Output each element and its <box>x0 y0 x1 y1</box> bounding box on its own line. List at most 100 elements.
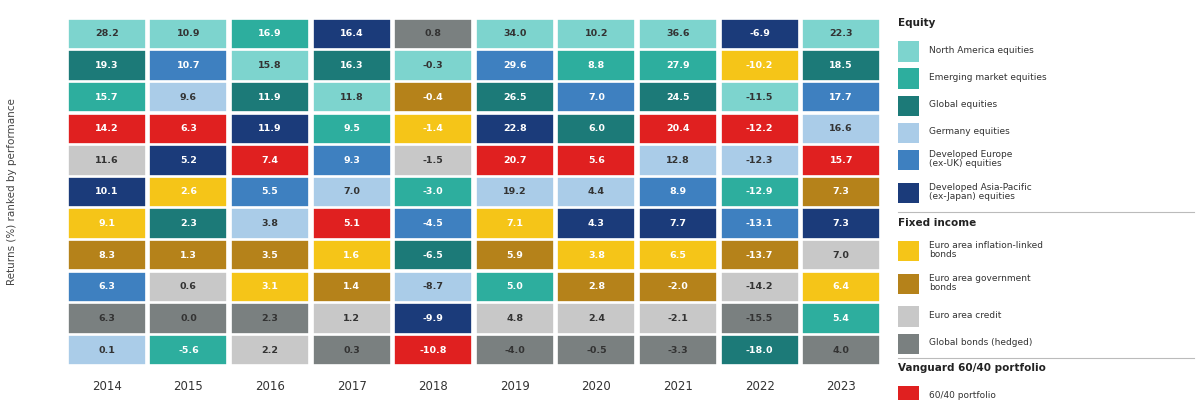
Text: -6.5: -6.5 <box>422 251 444 260</box>
Text: -18.0: -18.0 <box>746 346 773 355</box>
Text: -8.7: -8.7 <box>422 282 444 292</box>
Text: 10.2: 10.2 <box>584 29 608 38</box>
Text: 9.3: 9.3 <box>343 156 360 165</box>
Text: 5.1: 5.1 <box>343 219 360 228</box>
Text: 2018: 2018 <box>419 380 448 393</box>
Text: 3.8: 3.8 <box>262 219 278 228</box>
Text: 2014: 2014 <box>92 380 121 393</box>
Text: 10.7: 10.7 <box>176 61 200 70</box>
Text: Developed Asia-Pacific: Developed Asia-Pacific <box>929 183 1032 192</box>
Text: 4.3: 4.3 <box>588 219 605 228</box>
Text: Euro area credit: Euro area credit <box>929 311 1001 320</box>
Text: -15.5: -15.5 <box>746 314 773 323</box>
Text: 12.8: 12.8 <box>666 156 690 165</box>
Text: 2.2: 2.2 <box>262 346 278 355</box>
Text: 2022: 2022 <box>745 380 774 393</box>
Text: 16.3: 16.3 <box>340 61 364 70</box>
Text: 22.3: 22.3 <box>829 29 853 38</box>
Text: -13.1: -13.1 <box>746 219 773 228</box>
Text: -10.8: -10.8 <box>420 346 446 355</box>
Text: -6.9: -6.9 <box>749 29 770 38</box>
Text: (ex-Japan) equities: (ex-Japan) equities <box>929 192 1015 201</box>
Text: 5.5: 5.5 <box>262 188 278 196</box>
Text: -0.4: -0.4 <box>422 92 444 102</box>
Text: Fixed income: Fixed income <box>898 218 976 228</box>
Text: -5.6: -5.6 <box>178 346 199 355</box>
Text: 34.0: 34.0 <box>503 29 527 38</box>
Text: 1.6: 1.6 <box>343 251 360 260</box>
Text: 2.3: 2.3 <box>262 314 278 323</box>
Text: 2015: 2015 <box>174 380 203 393</box>
Text: 6.3: 6.3 <box>98 314 115 323</box>
Text: bonds: bonds <box>929 250 956 259</box>
Text: 7.1: 7.1 <box>506 219 523 228</box>
Text: 2016: 2016 <box>256 380 284 393</box>
Text: 15.8: 15.8 <box>258 61 282 70</box>
Text: -3.0: -3.0 <box>422 188 444 196</box>
Text: 5.2: 5.2 <box>180 156 197 165</box>
Text: 18.5: 18.5 <box>829 61 853 70</box>
Text: 16.6: 16.6 <box>829 124 853 133</box>
Text: (ex-UK) equities: (ex-UK) equities <box>929 160 1002 168</box>
Text: 7.0: 7.0 <box>588 92 605 102</box>
Text: 4.8: 4.8 <box>506 314 523 323</box>
Text: 0.8: 0.8 <box>425 29 442 38</box>
Text: 24.5: 24.5 <box>666 92 690 102</box>
Text: 9.5: 9.5 <box>343 124 360 133</box>
Text: -1.4: -1.4 <box>422 124 444 133</box>
Text: -2.0: -2.0 <box>667 282 689 292</box>
Text: -3.3: -3.3 <box>667 346 689 355</box>
Text: 11.9: 11.9 <box>258 124 282 133</box>
Text: 5.6: 5.6 <box>588 156 605 165</box>
Text: 6.3: 6.3 <box>98 282 115 292</box>
Text: 8.9: 8.9 <box>670 188 686 196</box>
Text: 2.6: 2.6 <box>180 188 197 196</box>
Text: -12.2: -12.2 <box>746 124 773 133</box>
Text: 2.3: 2.3 <box>180 219 197 228</box>
Text: Global equities: Global equities <box>929 100 997 109</box>
Text: 0.6: 0.6 <box>180 282 197 292</box>
Text: Vanguard 60/40 portfolio: Vanguard 60/40 portfolio <box>898 363 1045 373</box>
Text: 36.6: 36.6 <box>666 29 690 38</box>
Text: Returns (%) ranked by performance: Returns (%) ranked by performance <box>7 98 17 286</box>
Text: 19.3: 19.3 <box>95 61 119 70</box>
Text: 0.0: 0.0 <box>180 314 197 323</box>
Text: Emerging market equities: Emerging market equities <box>929 73 1046 82</box>
Text: 16.9: 16.9 <box>258 29 282 38</box>
Text: 11.6: 11.6 <box>95 156 119 165</box>
Text: 7.4: 7.4 <box>262 156 278 165</box>
Text: 7.3: 7.3 <box>833 219 850 228</box>
Text: 2017: 2017 <box>337 380 366 393</box>
Text: North America equities: North America equities <box>929 46 1033 55</box>
Text: 11.9: 11.9 <box>258 92 282 102</box>
Text: -14.2: -14.2 <box>746 282 773 292</box>
Text: 17.7: 17.7 <box>829 92 853 102</box>
Text: 7.0: 7.0 <box>343 188 360 196</box>
Text: 6.5: 6.5 <box>670 251 686 260</box>
Text: 0.3: 0.3 <box>343 346 360 355</box>
Text: -11.5: -11.5 <box>746 92 773 102</box>
Text: 2023: 2023 <box>827 380 856 393</box>
Text: -2.1: -2.1 <box>667 314 689 323</box>
Text: 1.4: 1.4 <box>343 282 360 292</box>
Text: 0.1: 0.1 <box>98 346 115 355</box>
Text: Euro area government: Euro area government <box>929 274 1031 283</box>
Text: 1.3: 1.3 <box>180 251 197 260</box>
Text: 14.2: 14.2 <box>95 124 119 133</box>
Text: 8.8: 8.8 <box>588 61 605 70</box>
Text: -9.9: -9.9 <box>422 314 444 323</box>
Text: 2.8: 2.8 <box>588 282 605 292</box>
Text: -1.5: -1.5 <box>422 156 444 165</box>
Text: 6.0: 6.0 <box>588 124 605 133</box>
Text: Germany equities: Germany equities <box>929 128 1009 136</box>
Text: 27.9: 27.9 <box>666 61 690 70</box>
Text: 26.5: 26.5 <box>503 92 527 102</box>
Text: -4.5: -4.5 <box>422 219 444 228</box>
Text: 3.1: 3.1 <box>262 282 278 292</box>
Text: 10.9: 10.9 <box>176 29 200 38</box>
Text: 19.2: 19.2 <box>503 188 527 196</box>
Text: 60/40 portfolio: 60/40 portfolio <box>929 391 996 400</box>
Text: Developed Europe: Developed Europe <box>929 150 1012 159</box>
Text: 22.8: 22.8 <box>503 124 527 133</box>
Text: 7.0: 7.0 <box>833 251 850 260</box>
